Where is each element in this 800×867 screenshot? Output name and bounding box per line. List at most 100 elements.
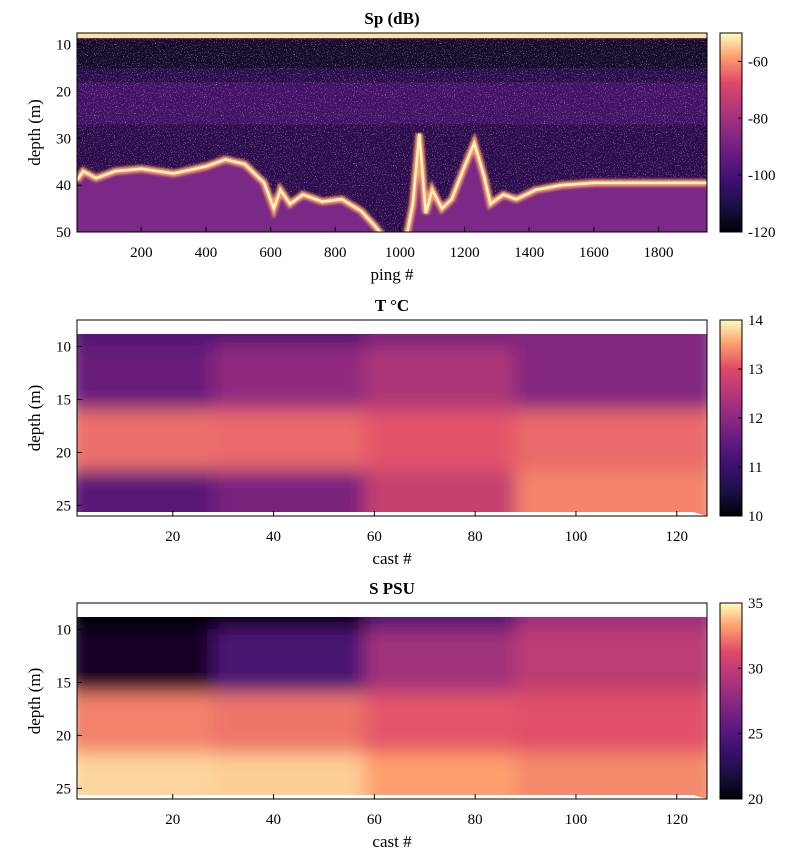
y-tick-label: 25 [56,781,71,797]
heatmap-image [77,603,707,799]
y-tick-label: 15 [56,675,71,691]
surface-band [77,33,707,39]
y-tick-label: 30 [56,131,71,147]
heatmap-cell [515,345,707,422]
colorbar-tick-label: 14 [748,313,764,329]
y-tick-label: 15 [56,392,71,408]
colorbar-tick-label: 35 [748,596,763,612]
y-axis-label: depth (m) [25,668,44,735]
chart-panel-3: S PSU 20 40 60 80 100 120 10 15 20 25 cast # depth (… [25,579,763,851]
y-axis-label: depth (m) [25,385,44,452]
y-tick-label: 20 [56,85,71,101]
x-tick-label: 40 [266,529,281,545]
x-tick-label: 60 [367,529,382,545]
heatmap-cell [213,628,385,705]
x-axis-label: ping # [371,265,414,284]
x-tick-label: 1200 [450,245,480,261]
x-tick-label: 100 [565,529,588,545]
x-tick-label: 200 [130,245,153,261]
colorbar-tick-label: 10 [748,509,763,525]
plot-frame [76,319,708,517]
x-tick-label: 40 [266,812,281,828]
heatmap-cell [77,345,234,422]
y-tick-label: 20 [56,728,71,744]
x-tick-label: 80 [468,812,483,828]
x-axis-label: cast # [372,832,412,851]
y-tick-label: 20 [56,445,71,461]
x-tick-label: 20 [165,812,180,828]
colorbar-tick-label: 13 [748,362,763,378]
heatmap-cell [213,753,385,799]
heatmap-cell [364,753,536,799]
colorbar-tick-label: 25 [748,727,763,743]
chart-title: Sp (dB) [364,9,419,28]
colorbar-tick-label: 12 [748,411,763,427]
x-tick-label: 400 [195,245,218,261]
x-tick-label: 1600 [579,245,609,261]
y-tick-label: 10 [56,339,71,355]
x-tick-label: 100 [565,812,588,828]
plot-frame [76,32,708,233]
heatmap-cell [364,470,536,516]
heatmap-cell [77,470,234,516]
heatmap-cell [213,345,385,422]
x-tick-label: 120 [666,812,689,828]
heatmap-cell [364,692,536,766]
colorbar [720,603,742,799]
heatmap-cell [515,409,707,483]
colorbar-frame [719,602,743,800]
colorbar-tick-label: -100 [748,168,776,184]
x-tick-label: 20 [165,529,180,545]
colorbar-tick-label: 20 [748,792,763,808]
colorbar-tick-label: 30 [748,661,763,677]
heatmap-field [77,320,707,516]
y-tick-label: 25 [56,498,71,514]
x-tick-label: 600 [259,245,282,261]
x-tick-label: 120 [666,529,689,545]
no-data-top [77,320,707,334]
chart-panel-1: Sp (dB) 200 400 600 800 1000 1200 1400 1600 1800 1… [25,9,776,284]
x-tick-label: 1400 [514,245,544,261]
no-data-top [77,603,707,617]
y-axis-label: depth (m) [25,99,44,166]
heatmap-cell [77,628,234,705]
heatmap-cell [364,345,536,422]
heatmap-image [77,33,707,232]
heatmap-cell [515,692,707,766]
x-tick-label: 1000 [385,245,415,261]
heatmap-cell [213,409,385,483]
heatmap-image [77,320,707,516]
heatmap-cell [364,628,536,705]
heatmap-cell [77,409,234,483]
x-tick-label: 60 [367,812,382,828]
chart-title: S PSU [369,579,415,598]
chart-panel-2: T °C 20 40 60 80 100 120 10 15 20 25 cast # depth (m… [25,296,764,568]
heatmap-cell [515,628,707,705]
no-data-bottom [77,795,707,799]
seabed-line [77,133,707,232]
heatmap-cell [364,409,536,483]
colorbar-tick-label: -120 [748,225,776,241]
x-axis-label: cast # [372,549,412,568]
heatmap-cell [77,692,234,766]
colorbar-frame [719,32,743,233]
heatmap-cell [515,753,707,799]
colorbar [720,33,742,232]
heatmap-cell [77,753,234,799]
heatmap-cell [213,692,385,766]
heatmap-cell [515,470,707,516]
x-tick-label: 1800 [644,245,674,261]
no-data-bottom [77,512,707,516]
y-tick-label: 10 [56,622,71,638]
sub-bottom-fill [77,133,707,232]
colorbar-tick-label: 11 [748,460,762,476]
colorbar-tick-label: -80 [748,111,768,127]
chart-title: T °C [375,296,409,315]
y-tick-label: 50 [56,225,71,241]
y-tick-label: 40 [56,178,71,194]
x-tick-label: 80 [468,529,483,545]
plot-frame [76,602,708,800]
x-tick-label: 800 [324,245,347,261]
colorbar [720,320,742,516]
